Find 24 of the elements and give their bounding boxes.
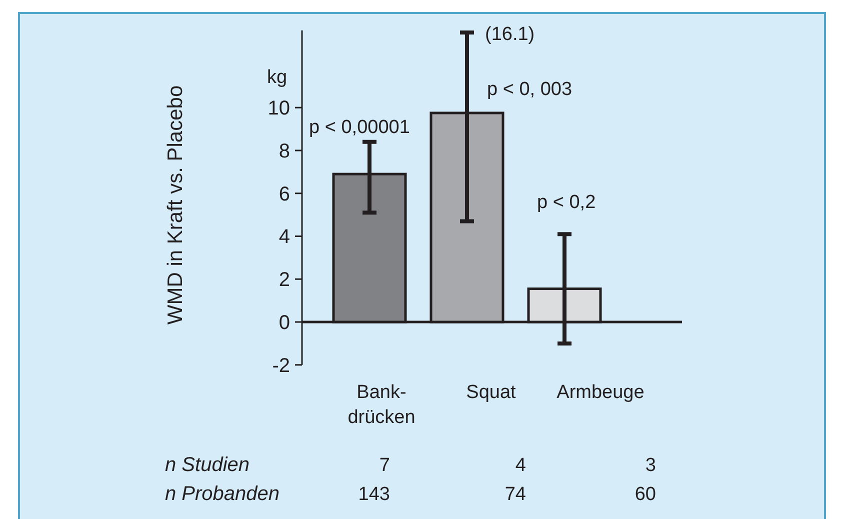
- y-axis-title: WMD in Kraft vs. Placebo: [164, 85, 187, 325]
- annotation: (16.1): [485, 24, 535, 45]
- y-tick-label: 8: [278, 140, 290, 162]
- text: 3: [645, 455, 656, 476]
- x-tick-label: Squat: [466, 382, 517, 403]
- y-tick-label: -2: [272, 354, 290, 377]
- y-tick-label: 4: [278, 226, 290, 248]
- y-tick-label: 2: [278, 269, 290, 292]
- text: n Studien: [165, 454, 250, 476]
- y-tick-label: 10: [268, 98, 290, 120]
- text: n Probanden: [165, 483, 280, 505]
- text: kg: [267, 67, 288, 88]
- text: 60: [634, 484, 656, 505]
- text: 7: [379, 455, 390, 476]
- x-tick-label: Bank-drücken: [348, 382, 416, 428]
- text: 74: [504, 484, 526, 505]
- x-tick-label: Armbeuge: [556, 382, 644, 403]
- annotation: p < 0,2: [537, 192, 596, 213]
- y-tick-label: 0: [278, 312, 290, 334]
- text: 143: [358, 484, 390, 505]
- annotation: p < 0, 003: [487, 79, 572, 100]
- annotation: p < 0,00001: [309, 117, 410, 138]
- y-tick-label: 6: [278, 183, 290, 206]
- text: 4: [515, 455, 526, 476]
